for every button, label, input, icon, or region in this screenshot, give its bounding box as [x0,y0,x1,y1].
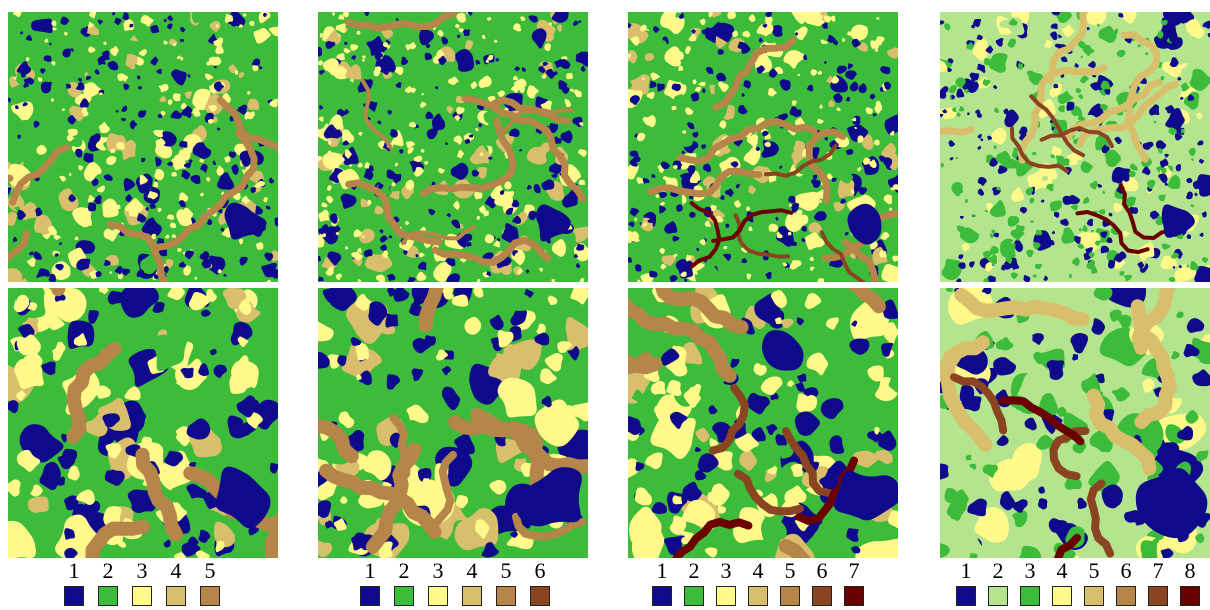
legend-class-number: 5 [204,558,216,583]
legend-color-swatch [684,586,704,606]
legend-color-swatch [98,586,118,606]
legend-class-number: 1 [364,558,376,583]
legend-color-swatch [64,586,84,606]
legend-item: 8 [1176,560,1204,606]
legend-class-number: 5 [1088,558,1100,583]
legend-color-swatch [1148,586,1168,606]
legend-class-number: 6 [1120,558,1132,583]
legend-class-number: 1 [656,558,668,583]
legend-item: 4 [1048,560,1076,606]
legend-item: 6 [808,560,836,606]
legend-class-number: 4 [1056,558,1068,583]
legend-item: 7 [840,560,868,606]
legend-item: 1 [356,560,384,606]
legend-class-number: 8 [1184,558,1196,583]
legend-item: 5 [776,560,804,606]
legend-item: 6 [526,560,554,606]
legend-color-swatch [988,586,1008,606]
legend-item: 1 [648,560,676,606]
legend-class-number: 3 [720,558,732,583]
legend-color-swatch [1020,586,1040,606]
legend-class-number: 1 [960,558,972,583]
legend-item: 2 [94,560,122,606]
map-col3-full [628,12,898,282]
legend-color-swatch [1084,586,1104,606]
legend-class-number: 4 [170,558,182,583]
legend-item: 3 [424,560,452,606]
legend-color-swatch [200,586,220,606]
legend-item: 5 [1080,560,1108,606]
legend-color-swatch [360,586,380,606]
legend-class-number: 4 [466,558,478,583]
legend-class-number: 6 [534,558,546,583]
legend-item: 4 [744,560,772,606]
legend-color-swatch [812,586,832,606]
map-col4-zoom [940,288,1210,558]
legend-class-number: 3 [432,558,444,583]
legend-color-swatch [462,586,482,606]
legend-class-number: 5 [784,558,796,583]
legend-color-swatch [132,586,152,606]
legend-color-swatch [496,586,516,606]
legend-class-number: 7 [848,558,860,583]
legend-item: 1 [952,560,980,606]
legend-item: 2 [390,560,418,606]
map-col3-zoom [628,288,898,558]
legend-class-number: 3 [136,558,148,583]
legend-class-number: 7 [1152,558,1164,583]
legend-class-number: 2 [688,558,700,583]
legend-color-swatch [956,586,976,606]
legend-class-number: 3 [1024,558,1036,583]
legend-class-number: 5 [500,558,512,583]
legend-class-number: 1 [68,558,80,583]
legend-item: 2 [984,560,1012,606]
legend-item: 4 [162,560,190,606]
map-col2-full [318,12,588,282]
legend-item: 5 [492,560,520,606]
legend-item: 3 [128,560,156,606]
map-col4-full [940,12,1210,282]
legend-item: 3 [712,560,740,606]
legend-color-swatch [652,586,672,606]
legend-color-swatch [428,586,448,606]
legend-class-number: 2 [992,558,1004,583]
legend-class-number: 4 [752,558,764,583]
legend-item: 7 [1144,560,1172,606]
legend-item: 3 [1016,560,1044,606]
legend-color-swatch [394,586,414,606]
legend-item: 1 [60,560,88,606]
legend-class-number: 2 [398,558,410,583]
map-col1-full [8,12,278,282]
map-col2-zoom [318,288,588,558]
legend-color-swatch [1180,586,1200,606]
legend-color-swatch [716,586,736,606]
legend-item: 5 [196,560,224,606]
legend-color-swatch [166,586,186,606]
legend-color-swatch [1116,586,1136,606]
legend-item: 6 [1112,560,1140,606]
legend-class-number: 6 [816,558,828,583]
legend-item: 4 [458,560,486,606]
legend-item: 2 [680,560,708,606]
map-col1-zoom [8,288,278,558]
legend-color-swatch [1052,586,1072,606]
legend-color-swatch [780,586,800,606]
legend-class-number: 2 [102,558,114,583]
legend-color-swatch [748,586,768,606]
legend-color-swatch [530,586,550,606]
legend-color-swatch [844,586,864,606]
